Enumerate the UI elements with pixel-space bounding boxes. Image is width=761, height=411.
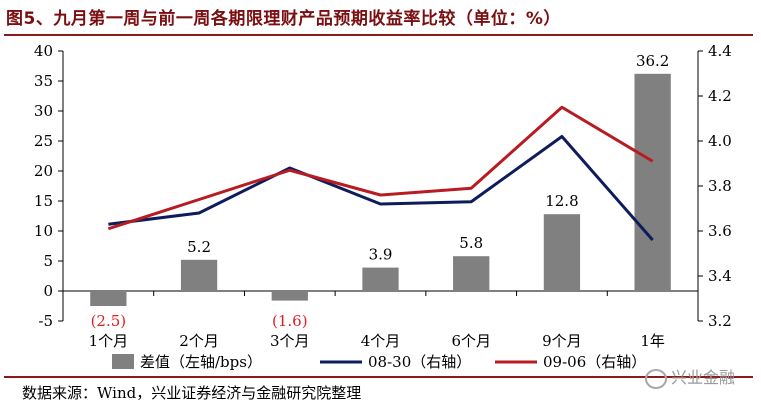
legend-label: 差值（左轴/bps） <box>140 353 262 371</box>
right-axis-tick-label: 3.8 <box>708 177 732 195</box>
bar-data-label: 5.8 <box>459 234 483 252</box>
bar <box>180 259 218 291</box>
bar-data-label: 3.9 <box>369 246 393 264</box>
right-axis-tick-label: 3.6 <box>708 222 732 240</box>
left-axis-tick-label: -5 <box>38 312 53 330</box>
bar-data-label: 5.2 <box>187 238 211 256</box>
legend: 差值（左轴/bps） 08-30（右轴） 09-06（右轴） <box>112 353 646 371</box>
bar-data-label: 12.8 <box>545 192 578 210</box>
right-axis-tick-label: 3.2 <box>708 312 732 330</box>
source-rule <box>4 376 753 378</box>
left-axis-tick-label: 10 <box>34 222 53 240</box>
data-labels: (2.5) 5.2 (1.6) 3.9 5.8 12.8 36.2 <box>91 52 670 330</box>
left-axis-tick-label: 25 <box>34 132 53 150</box>
x-axis-tick-label: 6个月 <box>451 332 491 350</box>
x-axis-tick-label: 1年 <box>640 332 665 350</box>
x-axis-tick-label: 4个月 <box>361 332 401 350</box>
axes: -5 0 5 10 15 20 25 30 35 40 3.2 3.4 3.6 3.8 4.0 4.2 4.4 1… <box>34 42 732 350</box>
bar-data-label: 36.2 <box>636 52 669 70</box>
bar <box>634 73 671 291</box>
left-axis-tick-label: 0 <box>43 282 53 300</box>
watermark: 兴业金融 <box>644 364 735 389</box>
series-line <box>107 105 654 231</box>
bar <box>90 291 127 306</box>
left-axis-tick-label: 20 <box>34 162 53 180</box>
wechat-icon <box>644 368 667 389</box>
bar <box>362 267 399 291</box>
left-axis-tick-label: 40 <box>34 42 53 60</box>
title-rule <box>4 34 753 36</box>
lines <box>107 105 654 241</box>
x-axis-tick-label: 9个月 <box>542 332 582 350</box>
chart-title: 图5、九月第一周与前一周各期限理财产品预期收益率比较（单位：%） <box>6 9 561 29</box>
legend-label: 09-06（右轴） <box>543 353 646 371</box>
right-axis-tick-label: 4.2 <box>708 87 732 105</box>
series-line <box>108 135 654 241</box>
left-axis-tick-label: 15 <box>34 192 53 210</box>
right-axis-tick-label: 4.0 <box>708 132 732 150</box>
x-axis-tick-label: 3个月 <box>270 332 310 350</box>
left-axis-tick-label: 30 <box>34 102 53 120</box>
bar-data-label: (2.5) <box>91 312 127 330</box>
left-axis-tick-label: 35 <box>34 72 53 90</box>
bars <box>90 73 671 306</box>
source-note: 数据来源：Wind，兴业证券经济与金融研究院整理 <box>22 384 362 402</box>
x-axis-tick-label: 2个月 <box>179 332 219 350</box>
bar <box>453 256 490 291</box>
bar <box>543 214 581 291</box>
right-axis-tick-label: 3.4 <box>708 267 732 285</box>
legend-swatch-bar <box>112 354 134 369</box>
watermark-text: 兴业金融 <box>670 368 735 387</box>
bar <box>271 291 308 301</box>
legend-label: 08-30（右轴） <box>368 353 471 371</box>
bar-data-label: (1.6) <box>272 312 308 330</box>
left-axis-tick-label: 5 <box>43 252 53 270</box>
right-axis-tick-label: 4.4 <box>708 42 732 60</box>
x-axis-tick-label: 1个月 <box>89 332 129 350</box>
